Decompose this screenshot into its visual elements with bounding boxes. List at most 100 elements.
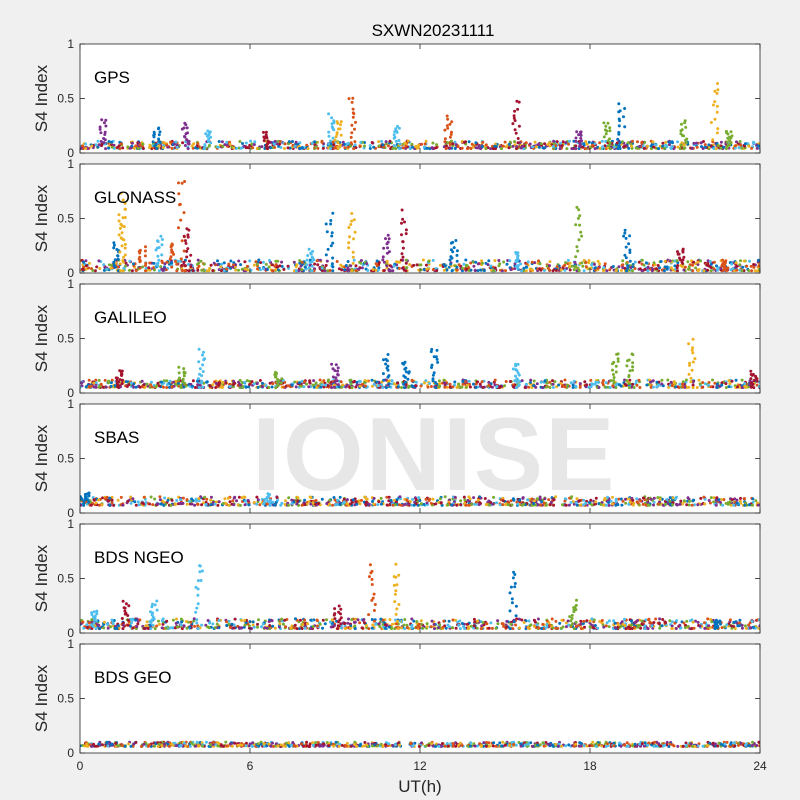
spike-point — [397, 147, 401, 151]
data-point — [752, 265, 756, 269]
data-point — [303, 503, 307, 507]
spike-point — [280, 377, 284, 381]
spike-point — [401, 361, 405, 365]
spike-point — [182, 249, 186, 253]
spike-point — [327, 142, 331, 146]
data-point — [540, 627, 543, 630]
spike-point — [393, 130, 397, 134]
data-point — [624, 501, 628, 505]
data-point — [273, 626, 277, 630]
data-point — [476, 146, 480, 150]
data-point — [670, 620, 674, 624]
data-point — [740, 378, 744, 382]
data-point — [353, 627, 357, 631]
data-point — [609, 499, 613, 503]
data-point — [99, 140, 103, 143]
data-point — [444, 626, 448, 630]
data-point — [128, 624, 132, 628]
spike-point — [729, 130, 733, 134]
spike-point — [577, 238, 581, 242]
spike-point — [603, 128, 607, 132]
data-point — [357, 267, 361, 271]
spike-point — [514, 251, 518, 254]
spike-point — [331, 367, 335, 371]
data-point — [459, 499, 463, 503]
data-point — [598, 262, 601, 266]
spike-point — [608, 129, 612, 133]
data-point — [229, 259, 233, 263]
data-point — [238, 503, 242, 507]
data-point — [372, 382, 376, 386]
data-point — [213, 502, 217, 506]
spike-point — [715, 91, 719, 95]
spike-point — [516, 251, 520, 255]
data-point — [148, 261, 152, 265]
data-point — [178, 259, 182, 263]
data-point — [472, 264, 476, 268]
spike-point — [454, 239, 458, 242]
data-point — [631, 139, 634, 143]
data-point — [291, 140, 294, 143]
data-point — [346, 141, 350, 145]
data-point — [300, 268, 304, 272]
data-point — [337, 267, 341, 271]
axes-background — [80, 524, 760, 633]
data-point — [701, 381, 705, 384]
data-point — [376, 268, 380, 272]
data-point — [348, 386, 352, 389]
data-point — [101, 496, 104, 500]
data-point — [524, 269, 528, 273]
data-point — [298, 259, 302, 263]
data-point — [554, 269, 558, 272]
data-point — [611, 384, 615, 388]
data-point — [243, 503, 247, 507]
data-point — [669, 266, 673, 270]
spike-point — [157, 137, 161, 141]
data-point — [542, 269, 546, 272]
spike-point — [608, 137, 611, 141]
spike-point — [401, 217, 405, 221]
data-point — [326, 384, 330, 388]
data-point — [163, 262, 167, 266]
spike-point — [124, 207, 127, 211]
spike-point — [577, 208, 581, 212]
data-point — [307, 385, 311, 389]
spike-point — [338, 143, 342, 147]
spike-point — [350, 100, 354, 104]
spike-point — [430, 363, 434, 367]
spike-point — [183, 144, 187, 147]
data-point — [734, 261, 738, 265]
spike-point — [327, 112, 331, 116]
spike-point — [711, 103, 715, 107]
data-point — [564, 261, 568, 265]
data-point — [442, 263, 446, 266]
data-point — [300, 379, 304, 383]
spike-point — [393, 135, 397, 139]
data-point — [702, 269, 706, 273]
data-point — [504, 503, 508, 507]
data-point — [345, 498, 349, 502]
data-point — [636, 501, 640, 505]
data-point — [684, 378, 688, 382]
spike-point — [576, 216, 580, 220]
data-point — [261, 381, 264, 385]
data-point — [300, 146, 304, 149]
data-point — [203, 495, 207, 499]
data-point — [559, 268, 563, 272]
data-point — [129, 381, 133, 385]
spike-point — [155, 147, 159, 151]
data-point — [126, 499, 130, 503]
data-point — [370, 378, 374, 382]
data-point — [90, 144, 94, 148]
data-point — [217, 619, 221, 622]
data-point — [390, 382, 394, 386]
y-tick-label: 0.5 — [57, 452, 74, 466]
data-point — [130, 269, 134, 273]
spike-point — [336, 383, 340, 387]
data-point — [160, 267, 164, 271]
data-point — [724, 382, 728, 386]
data-point — [663, 265, 667, 269]
data-point — [648, 620, 652, 624]
data-point — [753, 269, 757, 273]
